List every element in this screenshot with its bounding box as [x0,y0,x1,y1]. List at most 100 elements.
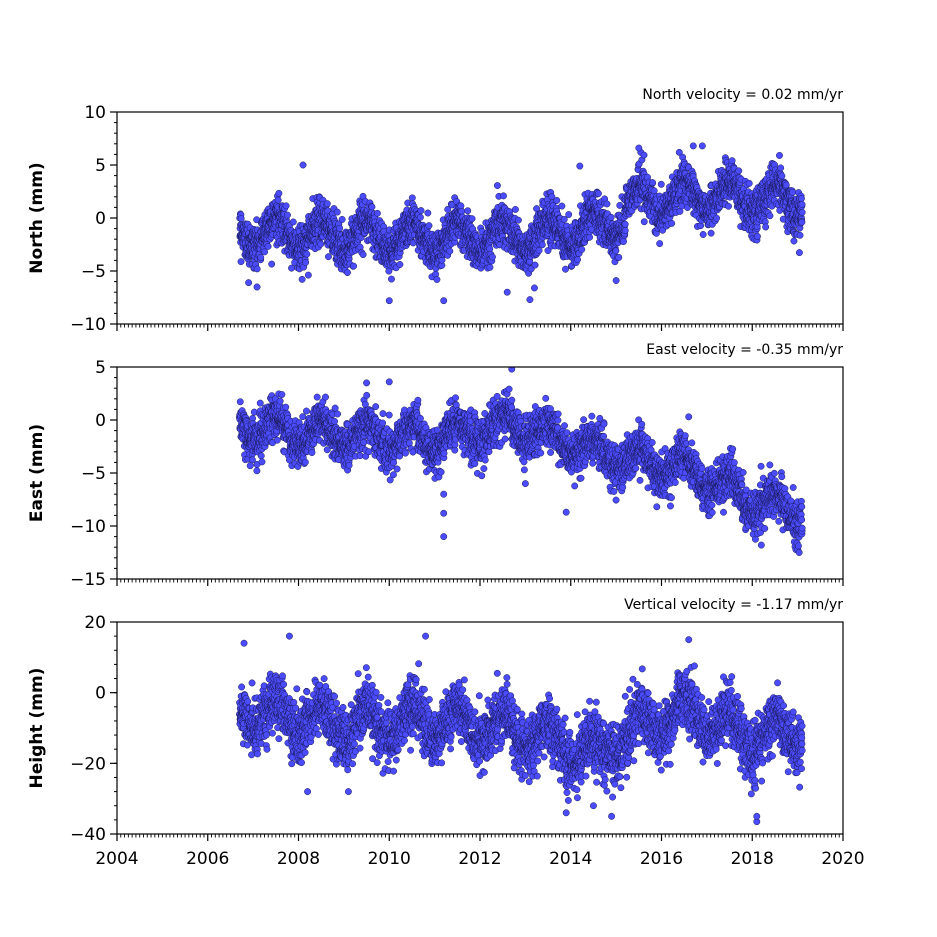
data-point [560,216,568,223]
data-point [282,202,290,210]
outlier-point [440,297,448,305]
outlier-point [576,162,584,170]
outlier-point [245,279,253,287]
data-point [562,265,569,273]
data-point [745,179,753,187]
data-point [713,214,721,222]
data-point [621,220,629,228]
north-velocity-annotation: North velocity = 0.02 mm/yr [642,87,843,103]
data-point [261,248,269,256]
data-point [237,215,245,223]
data-point [640,151,648,159]
data-point [620,238,627,245]
data-point [304,271,312,279]
data-point [725,202,732,210]
north-axes-frame [116,111,844,325]
data-point [256,399,264,407]
outlier-point [531,284,538,292]
data-point [408,194,416,202]
data-point [493,182,501,190]
data-point [257,254,265,261]
data-point [796,231,804,239]
data-point [753,232,761,240]
data-point [253,265,261,273]
data-point [468,215,476,223]
data-point [298,275,306,283]
data-point [735,167,743,175]
east-panel: −15−10−505 East (mm) East velocity = -0.… [27,342,844,590]
data-point [274,196,282,204]
data-point [237,258,245,266]
east-scatter-points [236,367,806,556]
data-point [574,256,581,264]
data-point [615,254,623,261]
data-point [514,216,522,224]
data-point [650,187,658,195]
data-point [331,404,339,412]
data-point [275,189,283,197]
data-point [303,407,310,415]
data-point [657,180,665,188]
data-point [538,241,546,249]
data-point [368,203,376,211]
data-point [790,237,798,245]
outlier-point [689,142,697,150]
data-point [299,413,307,421]
data-point [325,253,332,261]
data-point [338,216,346,223]
data-point [766,212,774,220]
data-point [336,224,344,232]
data-point [668,219,676,227]
data-point [264,242,272,250]
y-tick-label: −10 [70,315,106,335]
data-point [273,436,281,444]
data-point [778,172,786,180]
data-point [777,164,785,172]
outlier-point [299,161,307,169]
data-point [511,206,519,213]
data-point [253,283,261,291]
y-tick-label: 0 [95,209,106,229]
north-scatter-points [236,142,806,305]
data-point [257,452,265,460]
data-point [323,200,331,208]
data-point [607,213,615,221]
data-point [707,229,715,237]
data-point [253,467,261,475]
north-y-axis-label: North (mm) [27,162,47,273]
data-point [284,211,291,219]
data-point [303,250,311,258]
data-point [795,249,803,257]
data-point [500,192,507,200]
outlier-point [635,144,643,152]
data-point [782,181,790,189]
data-point [388,275,395,283]
outlier-point [698,142,706,150]
data-point [640,218,648,226]
data-point [424,209,432,217]
data-point [798,200,806,208]
data-point [289,218,297,226]
data-point [333,208,341,216]
data-point [535,247,543,254]
data-point [416,213,424,221]
data-point [317,240,325,248]
data-point [553,197,561,204]
data-point [649,179,657,187]
data-point [288,264,296,272]
north-x-ticks [116,324,844,331]
data-point [331,417,338,425]
outlier-point [503,288,511,296]
data-point [308,449,316,457]
data-point [425,222,433,230]
data-point [334,410,341,418]
data-point [302,259,310,266]
data-point [789,188,797,196]
data-point [359,251,367,259]
outlier-point [776,152,783,159]
data-point [798,218,806,226]
outlier-point [612,277,620,284]
